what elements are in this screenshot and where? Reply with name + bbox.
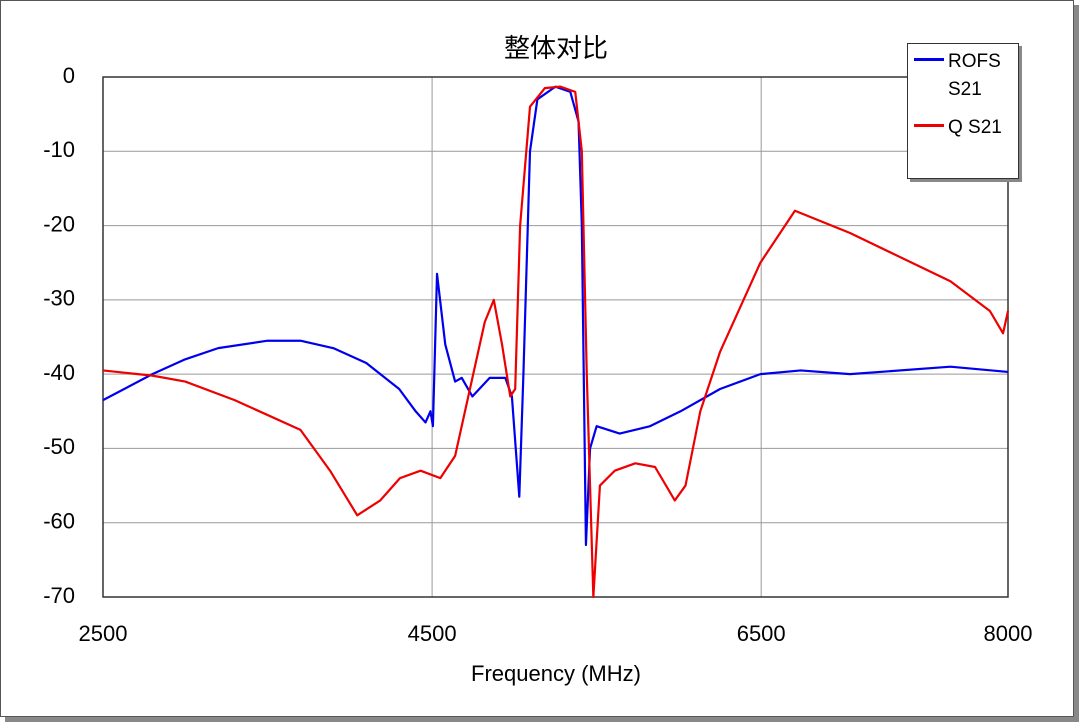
x-tick-label: 6500 [737,621,786,646]
chart-title: 整体对比 [504,33,608,63]
legend-label: Q S21 [948,117,1002,138]
y-tick-label: -60 [43,509,75,534]
legend-swatch [914,124,944,127]
legend-swatch [914,58,944,61]
legend-label: ROFS S21 [948,51,1001,100]
legend: ROFS S21 Q S21 [907,43,1019,179]
y-tick-label: -40 [43,360,75,385]
x-tick-label: 4500 [408,621,457,646]
y-tick-label: -30 [43,286,75,311]
plot-border [102,76,1009,598]
x-tick-label: 8000 [984,621,1033,646]
legend-entry: ROFS S21 [914,48,1008,104]
y-tick-label: -50 [43,434,75,459]
series-line [102,85,1010,599]
x-tick-label: 2500 [79,621,128,646]
series-line [102,85,1009,547]
y-tick-label: -20 [43,211,75,236]
legend-entry: Q S21 [914,114,1008,142]
x-axis-label: Frequency (MHz) [471,661,641,686]
y-tick-label: -70 [43,583,75,608]
plot-area [103,77,1008,597]
y-tick-label: -10 [43,137,75,162]
y-tick-label: 0 [63,63,75,88]
